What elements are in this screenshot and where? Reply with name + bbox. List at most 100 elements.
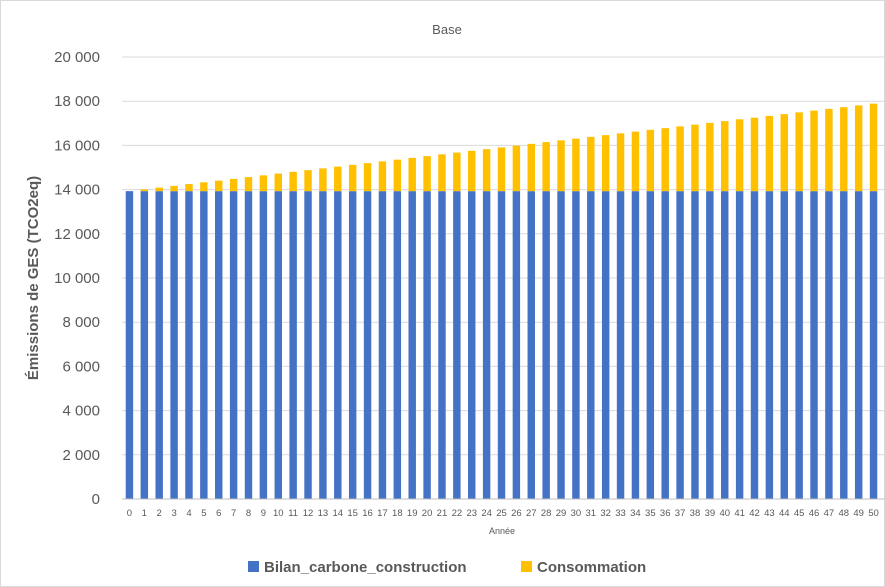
x-tick-label: 47 <box>824 508 835 519</box>
x-tick-label: 20 <box>422 508 433 519</box>
bar-bilan-carbone-construction <box>259 191 268 499</box>
x-tick-label: 6 <box>216 508 221 519</box>
x-tick-label: 48 <box>839 508 850 519</box>
bar-consommation <box>393 159 402 192</box>
bar-consommation <box>676 126 684 192</box>
bar-bilan-carbone-construction <box>438 191 446 499</box>
y-tick-label: 18 000 <box>54 93 100 110</box>
x-tick-label: 27 <box>526 508 537 519</box>
bar-bilan-carbone-construction <box>304 191 312 499</box>
x-tick-label: 15 <box>347 508 358 519</box>
x-tick-label: 26 <box>511 508 522 519</box>
legend: Bilan_carbone_construction Consommation <box>248 559 646 576</box>
bar-consommation <box>259 175 268 192</box>
bar-bilan-carbone-construction <box>765 191 774 499</box>
x-tick-label: 38 <box>690 508 701 519</box>
bar-consommation <box>244 177 253 192</box>
x-tick-label: 8 <box>246 508 251 519</box>
bar-bilan-carbone-construction <box>661 191 669 499</box>
bar-bilan-carbone-construction <box>646 191 655 499</box>
bar-consommation <box>348 164 357 192</box>
bar-bilan-carbone-construction <box>378 191 387 499</box>
bar-bilan-carbone-construction <box>125 191 134 499</box>
bar-bilan-carbone-construction <box>363 191 372 499</box>
x-tick-label: 3 <box>171 508 176 519</box>
x-tick-label: 14 <box>333 508 344 519</box>
x-tick-label: 37 <box>675 508 686 519</box>
y-tick-label: 0 <box>92 491 100 508</box>
y-axis-label: Émissions de GES (TCO2eq) <box>25 176 42 380</box>
bar-bilan-carbone-construction <box>423 191 431 499</box>
bar-consommation <box>468 150 476 192</box>
bar-bilan-carbone-construction <box>795 191 803 499</box>
x-tick-label: 46 <box>809 508 820 519</box>
bar-consommation <box>795 112 803 192</box>
bar-bilan-carbone-construction <box>319 191 327 499</box>
bar-consommation <box>200 182 208 192</box>
bar-bilan-carbone-construction <box>170 191 178 499</box>
x-tick-label: 19 <box>407 508 418 519</box>
bar-consommation <box>601 135 610 192</box>
bar-consommation <box>542 142 550 192</box>
bar-bilan-carbone-construction <box>780 191 788 499</box>
x-tick-label: 12 <box>303 508 314 519</box>
x-tick-label: 23 <box>466 508 477 519</box>
bar-consommation <box>646 129 655 192</box>
x-tick-label: 13 <box>318 508 329 519</box>
y-tick-label: 10 000 <box>54 270 100 287</box>
chart-title: Base <box>432 22 462 37</box>
bar-consommation <box>363 163 372 192</box>
bar-bilan-carbone-construction <box>229 191 238 499</box>
bar-consommation <box>854 105 863 192</box>
bar-consommation <box>631 131 640 192</box>
x-tick-label: 49 <box>853 508 864 519</box>
bar-bilan-carbone-construction <box>453 191 461 499</box>
x-tick-label: 34 <box>630 508 641 519</box>
bar-consommation <box>572 138 580 192</box>
bar-bilan-carbone-construction <box>810 191 818 499</box>
x-tick-label: 11 <box>288 508 298 519</box>
bar-bilan-carbone-construction <box>408 191 416 499</box>
bar-bilan-carbone-construction <box>750 191 759 499</box>
x-tick-label: 1 <box>142 508 147 519</box>
bar-consommation <box>334 166 342 192</box>
bar-consommation <box>661 128 669 192</box>
x-tick-label: 30 <box>571 508 582 519</box>
bar-bilan-carbone-construction <box>185 191 193 499</box>
bar-bilan-carbone-construction <box>274 191 282 499</box>
bar-consommation <box>527 143 535 192</box>
y-tick-label: 20 000 <box>54 49 100 66</box>
y-tick-label: 4 000 <box>62 403 100 420</box>
bar-consommation <box>735 119 744 192</box>
x-tick-label: 9 <box>261 508 266 519</box>
bar-consommation <box>840 107 848 192</box>
bar-bilan-carbone-construction <box>840 191 848 499</box>
bar-consommation <box>170 185 178 192</box>
x-tick-label: 7 <box>231 508 236 519</box>
bar-bilan-carbone-construction <box>557 191 565 499</box>
bar-consommation <box>557 140 565 192</box>
y-tick-label: 14 000 <box>54 182 100 199</box>
bar-bilan-carbone-construction <box>512 191 521 499</box>
bar-consommation <box>215 180 223 192</box>
bar-bilan-carbone-construction <box>854 191 863 499</box>
y-tick-label: 16 000 <box>54 137 100 154</box>
bar-consommation <box>587 136 595 192</box>
x-tick-label: 41 <box>734 508 745 519</box>
x-tick-label: 18 <box>392 508 403 519</box>
bar-bilan-carbone-construction <box>140 191 149 499</box>
bar-bilan-carbone-construction <box>348 191 357 499</box>
bar-bilan-carbone-construction <box>155 191 163 499</box>
bar-consommation <box>869 103 878 192</box>
bar-consommation <box>319 168 327 192</box>
bar-bilan-carbone-construction <box>721 191 729 499</box>
bar-consommation <box>780 114 788 192</box>
bar-consommation <box>453 152 461 192</box>
x-tick-label: 0 <box>127 508 132 519</box>
bar-bilan-carbone-construction <box>334 191 342 499</box>
bar-consommation <box>691 124 699 192</box>
x-tick-label: 4 <box>186 508 191 519</box>
bar-bilan-carbone-construction <box>869 191 878 499</box>
bar-bilan-carbone-construction <box>200 191 208 499</box>
bar-bilan-carbone-construction <box>497 191 506 499</box>
